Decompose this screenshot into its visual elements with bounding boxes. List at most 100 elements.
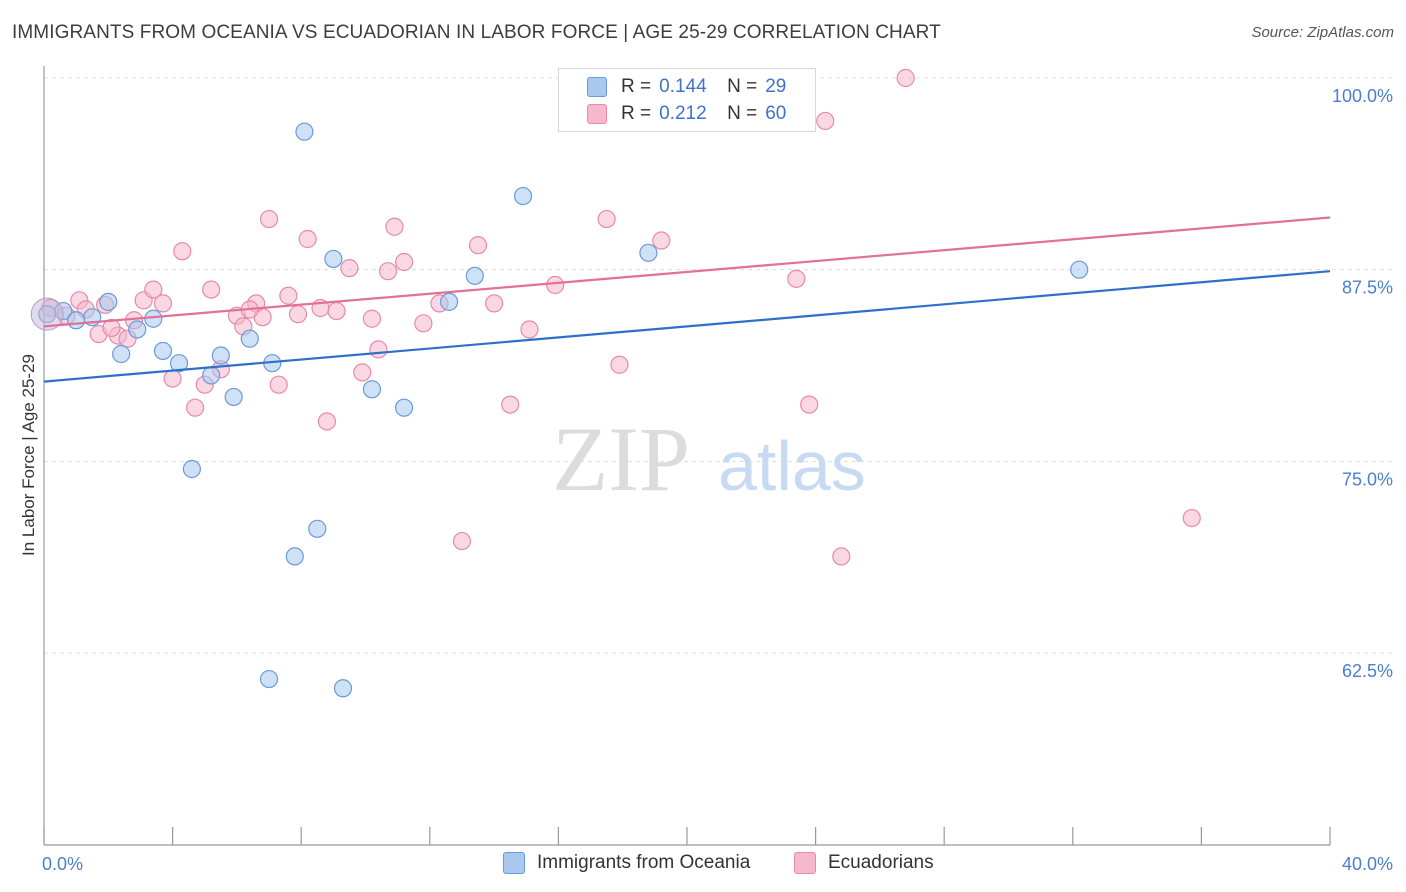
ecuadorian-point bbox=[520, 320, 539, 339]
ecuadorian-point bbox=[485, 294, 504, 313]
ecuadorian-point bbox=[832, 547, 851, 566]
oceania-point bbox=[240, 329, 259, 348]
ecuadorian-point bbox=[317, 412, 337, 431]
legend-n-label: N = bbox=[727, 103, 758, 124]
ecuadorian-point bbox=[610, 355, 629, 374]
y-tick-label: 62.5% bbox=[1342, 661, 1393, 681]
legend-label-oceania: Immigrants from Oceania bbox=[537, 852, 751, 873]
ecuadorian-point bbox=[652, 231, 671, 250]
legend-row-oceania: R = 0.144 N = 29 bbox=[587, 75, 786, 99]
watermark: ZIP atlas bbox=[552, 408, 866, 510]
watermark-atlas: atlas bbox=[718, 427, 866, 505]
ecuadorian-point bbox=[816, 111, 835, 131]
source-label: Source: ZipAtlas.com bbox=[1251, 24, 1394, 41]
legend-swatch-pink bbox=[794, 852, 816, 874]
oceania-point bbox=[439, 292, 459, 311]
trend-lines bbox=[43, 216, 1331, 383]
ecuadorian-trend-line bbox=[43, 216, 1331, 328]
ecuadorian-point bbox=[259, 209, 279, 229]
ecuadorian-point bbox=[340, 259, 359, 278]
ecuadorian-point bbox=[369, 340, 388, 359]
oceania-point bbox=[153, 341, 173, 361]
oceania-point bbox=[362, 380, 382, 399]
ecuadorian-point bbox=[279, 286, 298, 305]
cluster-point bbox=[30, 297, 64, 331]
legend-r-value: 0.212 bbox=[659, 103, 707, 124]
x-tick-label: 40.0% bbox=[1342, 854, 1393, 874]
oceania-trend-line bbox=[43, 270, 1331, 383]
legend-r-label: R = bbox=[621, 103, 652, 124]
axes bbox=[43, 66, 1331, 846]
y-axis-label: In Labor Force | Age 25-29 bbox=[19, 354, 38, 556]
legend-n-label: N = bbox=[727, 76, 758, 97]
legend-swatch-blue bbox=[503, 852, 525, 874]
data-points bbox=[30, 68, 1201, 698]
oceania-point bbox=[211, 346, 230, 365]
legend-label-ecuadorians: Ecuadorians bbox=[828, 852, 934, 873]
oceania-point bbox=[128, 320, 147, 339]
ecuadorian-point bbox=[269, 375, 288, 394]
ecuadorian-point bbox=[362, 309, 382, 328]
ecuadorian-point bbox=[468, 236, 488, 255]
oceania-point bbox=[513, 186, 533, 206]
stats-legend: R = 0.144 N = 29 R = 0.212 N = 60 bbox=[558, 68, 816, 132]
ecuadorian-point bbox=[378, 262, 398, 281]
legend-row-ecuadorians: R = 0.212 N = 60 bbox=[587, 102, 786, 126]
x-tick-label: 0.0% bbox=[42, 854, 83, 874]
oceania-point bbox=[99, 292, 118, 311]
oceania-point bbox=[224, 387, 243, 407]
oceania-point bbox=[169, 354, 189, 373]
legend-n-value: 29 bbox=[765, 76, 787, 97]
ecuadorian-point bbox=[414, 314, 433, 333]
oceania-point bbox=[333, 679, 353, 698]
ecuadorian-point bbox=[173, 242, 192, 261]
oceania-point bbox=[259, 669, 279, 689]
ecuadorian-point bbox=[144, 280, 163, 299]
legend-swatch-blue bbox=[587, 77, 607, 97]
bottom-legend-ecuadorians[interactable]: Ecuadorians bbox=[794, 852, 934, 874]
ecuadorian-point bbox=[452, 531, 472, 551]
ecuadorian-point bbox=[896, 68, 915, 88]
ecuadorian-point bbox=[153, 294, 173, 313]
ecuadorian-point bbox=[186, 398, 205, 417]
legend-r-value: 0.144 bbox=[659, 76, 707, 97]
ecuadorian-point bbox=[288, 305, 308, 324]
oceania-point bbox=[112, 344, 131, 364]
ecuadorian-point bbox=[353, 363, 372, 382]
oceania-point bbox=[639, 243, 658, 262]
ecuadorian-point bbox=[787, 269, 806, 288]
ecuadorian-point bbox=[385, 217, 404, 236]
oceania-point bbox=[202, 366, 221, 385]
legend-swatch-pink bbox=[587, 104, 607, 124]
oceania-point bbox=[324, 249, 343, 269]
oceania-point bbox=[295, 122, 314, 141]
ecuadorian-point bbox=[102, 318, 121, 338]
ecuadorian-point bbox=[327, 301, 346, 321]
ecuadorian-point bbox=[163, 369, 182, 388]
oceania-point bbox=[465, 266, 484, 285]
ecuadorian-point bbox=[1182, 508, 1201, 528]
bottom-legend-oceania[interactable]: Immigrants from Oceania bbox=[503, 852, 750, 874]
ecuadorian-point bbox=[501, 395, 520, 414]
oceania-point bbox=[285, 547, 304, 566]
oceania-point bbox=[1070, 260, 1089, 279]
legend-r-label: R = bbox=[621, 76, 652, 97]
oceania-point bbox=[394, 398, 414, 417]
legend-n-value: 60 bbox=[765, 103, 787, 124]
chart-title: IMMIGRANTS FROM OCEANIA VS ECUADORIAN IN… bbox=[12, 22, 941, 43]
oceania-point bbox=[67, 311, 86, 330]
watermark-zip: ZIP bbox=[552, 408, 690, 510]
ecuadorian-point bbox=[597, 209, 616, 229]
tick-labels: 62.5% 75.0% 87.5% 100.0% 0.0% 40.0% bbox=[42, 86, 1393, 874]
ecuadorian-point bbox=[298, 229, 317, 249]
ecuadorian-point bbox=[202, 280, 221, 299]
ecuadorian-point bbox=[394, 252, 414, 272]
ecuadorian-point bbox=[800, 395, 819, 414]
y-tick-label: 100.0% bbox=[1332, 86, 1393, 106]
ecuadorian-point bbox=[546, 275, 565, 295]
oceania-point bbox=[182, 459, 201, 479]
oceania-point bbox=[308, 519, 327, 538]
grid-lines bbox=[44, 77, 1392, 654]
y-tick-label: 87.5% bbox=[1342, 278, 1393, 298]
